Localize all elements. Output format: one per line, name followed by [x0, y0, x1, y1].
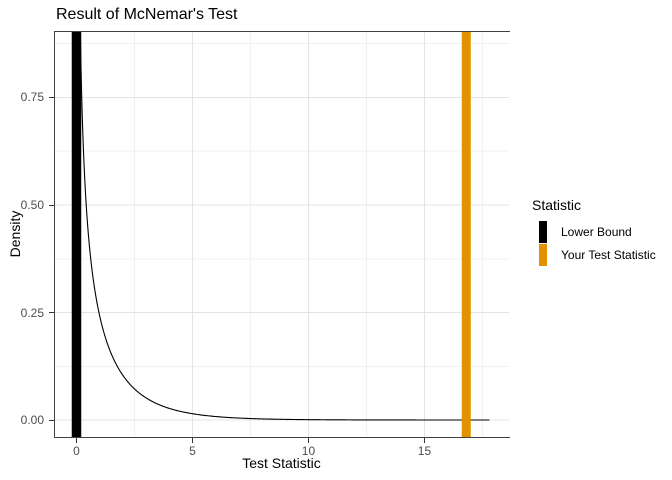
x-tick-label: 0 — [73, 443, 80, 458]
legend-item-label: Your Test Statistic — [561, 248, 656, 263]
legend-item-label: Lower Bound — [561, 224, 632, 239]
plot-title: Result of McNemar's Test — [56, 6, 238, 23]
vline-your-test-statistic — [461, 32, 471, 438]
legend-key-your-test-statistic-icon — [539, 244, 547, 267]
legend-title: Statistic — [532, 197, 582, 213]
y-tick-label: 0.50 — [20, 198, 44, 212]
y-tick-label: 0.75 — [20, 90, 44, 105]
x-tick-label: 15 — [417, 443, 432, 458]
x-tick-mark — [307, 438, 309, 443]
y-axis-title: Density — [7, 210, 23, 258]
y-tick-label: 0.00 — [20, 413, 44, 427]
legend: Statistic Lower Bound Your Test Statisti… — [532, 197, 656, 267]
panel-background — [54, 31, 510, 438]
x-tick-label: 10 — [301, 443, 316, 458]
x-tick-mark — [75, 438, 77, 443]
y-tick-mark — [49, 312, 54, 313]
legend-key-lower-bound-icon — [539, 220, 547, 243]
x-tick-mark — [423, 438, 425, 443]
y-tick-label: 0.25 — [20, 305, 44, 320]
vline-lower-bound — [71, 32, 82, 438]
y-tick-mark — [49, 96, 54, 98]
density-curve — [79, 31, 490, 421]
y-tick-mark — [49, 204, 54, 206]
x-axis-title: Test Statistic — [242, 455, 321, 471]
plot-panel — [54, 31, 510, 438]
y-tick-mark — [49, 419, 54, 421]
legend-item: Your Test Statistic — [532, 244, 656, 268]
x-tick-label: 5 — [189, 443, 196, 458]
panel-border — [54, 31, 510, 438]
x-tick-mark — [191, 438, 193, 443]
legend-item: Lower Bound — [532, 220, 656, 244]
